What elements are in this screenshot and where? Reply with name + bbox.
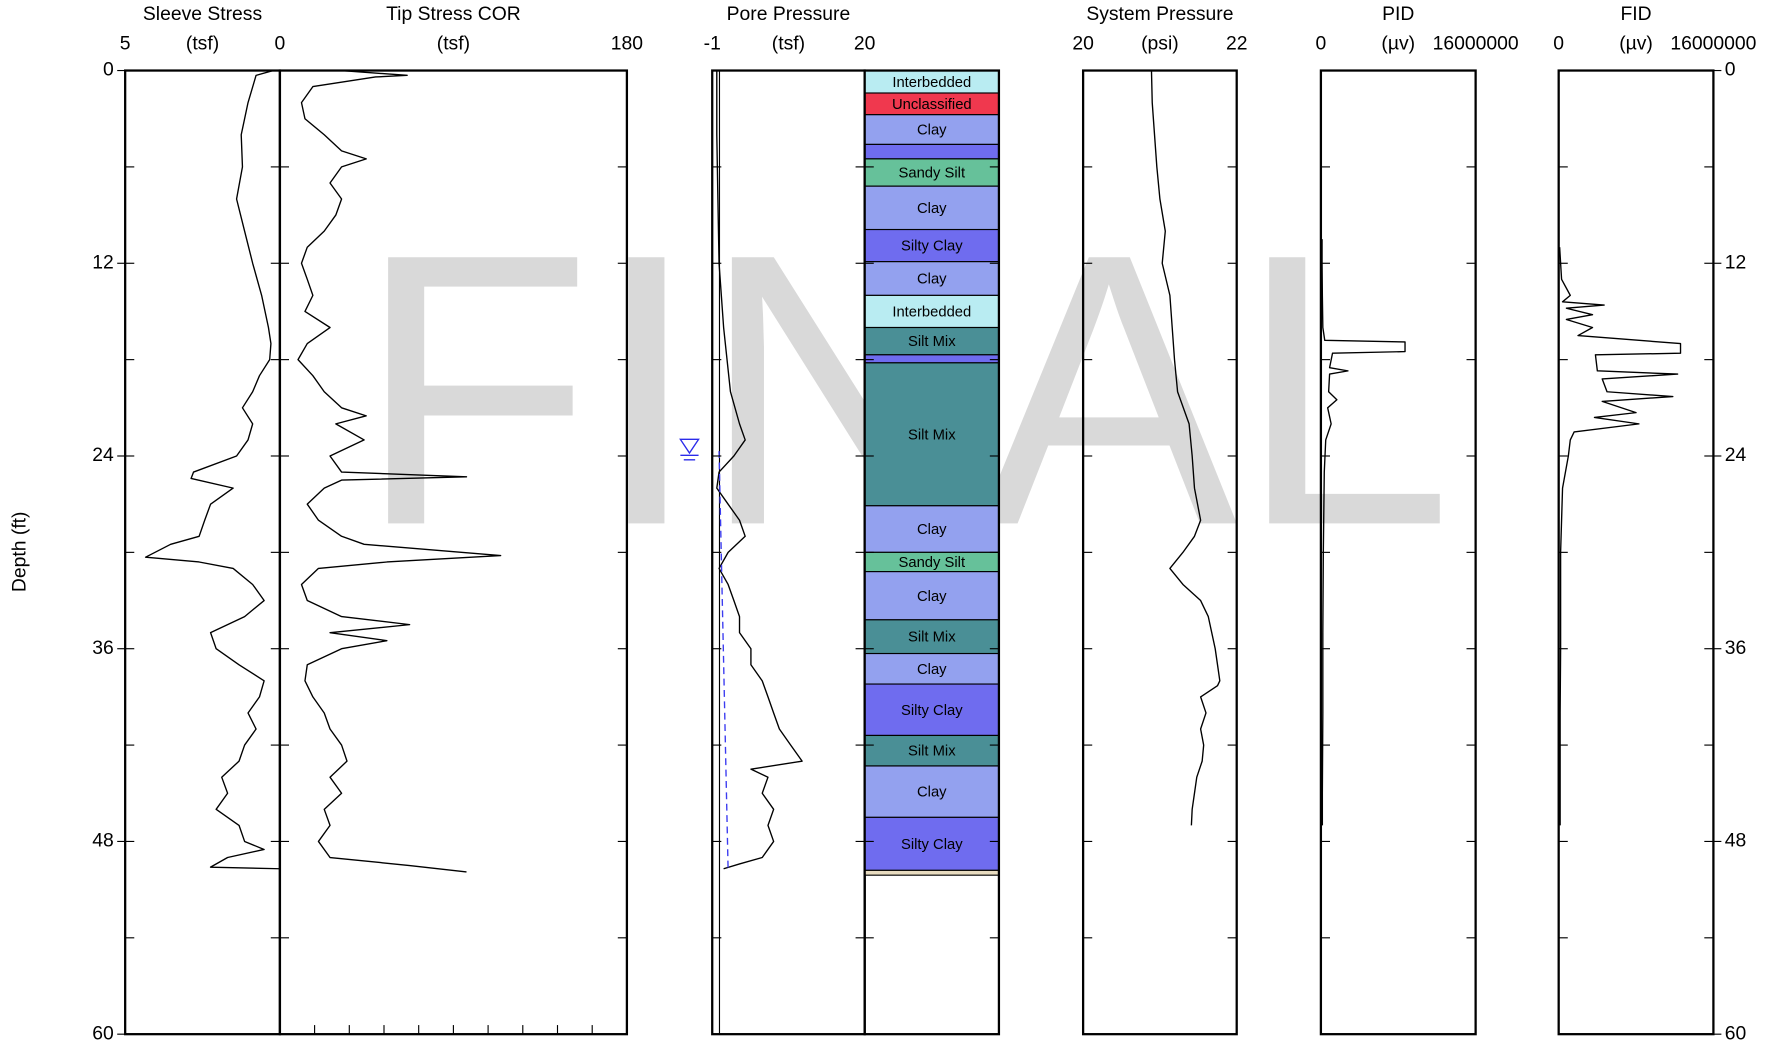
track-frame	[1557, 69, 1715, 1036]
y-tick-label-right: 48	[1725, 830, 1747, 852]
soil-layer	[864, 734, 1000, 767]
data-line	[144, 69, 280, 870]
soil-layer	[864, 683, 1000, 737]
y-tick-label: 48	[92, 830, 114, 852]
soil-layer-label: Silty Clay	[901, 239, 963, 255]
soil-layer-label: Clay	[917, 589, 947, 605]
soil-layer-label: Interbedded	[892, 304, 971, 320]
x-tick-label: 16000000	[1670, 32, 1756, 54]
soil-layer	[864, 185, 1000, 231]
soil-layer	[864, 143, 1000, 160]
track-frame	[124, 69, 282, 1036]
y-tick-label-right: 60	[1725, 1022, 1747, 1041]
x-tick-label: -1	[704, 32, 721, 54]
water-table	[679, 438, 700, 461]
soil-layer-label: Silt Mix	[908, 630, 956, 646]
track-title: PID	[1382, 3, 1414, 25]
soil-layer-label: Silt Mix	[908, 744, 956, 760]
y-tick-label-right: 12	[1725, 251, 1747, 273]
x-tick-label: 5	[120, 32, 131, 54]
x-tick-label: 0	[1553, 32, 1564, 54]
data-line	[716, 70, 803, 870]
x-tick-label: 20	[1072, 32, 1094, 54]
y-tick-label-right: 0	[1725, 59, 1736, 81]
soil-layer-label: Silt Mix	[908, 427, 956, 443]
soil-layer-label: Clay	[917, 123, 947, 139]
data-line	[718, 451, 729, 871]
track-unit: (tsf)	[772, 32, 805, 54]
soil-layer-label: Clay	[917, 522, 947, 538]
x-tick-label: 0	[275, 32, 286, 54]
y-tick-label: 60	[92, 1022, 114, 1041]
soil-layer-label: Interbedded	[892, 75, 971, 91]
soil-layer	[864, 869, 1000, 876]
x-tick-label: 16000000	[1433, 32, 1519, 54]
soil-layer-label: Sandy Silt	[899, 555, 966, 571]
soil-layer	[864, 362, 1000, 507]
track-title: System Pressure	[1086, 3, 1233, 25]
soil-layer-label: Clay	[917, 785, 947, 801]
track-unit: (µv)	[1619, 32, 1653, 54]
x-tick-label: 180	[611, 32, 643, 54]
x-tick-label: 22	[1226, 32, 1248, 54]
soil-layer	[864, 354, 1000, 364]
track-unit: (psi)	[1141, 32, 1179, 54]
y-tick-label: 36	[92, 637, 114, 659]
soil-layer-label: Clay	[917, 272, 947, 288]
data-line	[1558, 247, 1682, 826]
soil-layer	[864, 765, 1000, 818]
soil-layer-label: Sandy Silt	[899, 166, 966, 182]
soil-layer-label: Clay	[917, 201, 947, 217]
soil-layer	[864, 158, 1000, 187]
soil-layer	[864, 261, 1000, 296]
data-line	[1321, 239, 1406, 826]
soil-layer-label: Silty Clay	[901, 703, 963, 719]
soil-layer-label: Unclassified	[892, 97, 972, 113]
data-line	[1150, 70, 1221, 826]
track-title: Sleeve Stress	[143, 3, 262, 25]
track-title: Tip Stress COR	[386, 3, 521, 25]
y-tick-label-right: 36	[1725, 637, 1747, 659]
track-unit: (tsf)	[186, 32, 219, 54]
track-title: FID	[1620, 3, 1651, 25]
y-tick-label: 12	[92, 251, 114, 273]
soil-layer-label: Silty Clay	[901, 837, 963, 853]
track-unit: (tsf)	[437, 32, 470, 54]
soil-layer	[864, 114, 1000, 145]
x-tick-label: 20	[854, 32, 876, 54]
y-tick-label: 0	[103, 59, 114, 81]
soil-layer-label: Silt Mix	[908, 334, 956, 350]
track-title: Pore Pressure	[727, 3, 851, 25]
track-unit: (µv)	[1381, 32, 1415, 54]
data-line	[297, 69, 502, 873]
soil-layer	[864, 619, 1000, 655]
soil-layer-label: Clay	[917, 662, 947, 678]
y-axis-label: Depth (ft)	[9, 512, 31, 593]
y-tick-label-right: 24	[1725, 444, 1747, 466]
x-tick-label: 0	[1316, 32, 1327, 54]
water-table-symbol	[679, 438, 700, 455]
y-tick-label: 24	[92, 444, 114, 466]
